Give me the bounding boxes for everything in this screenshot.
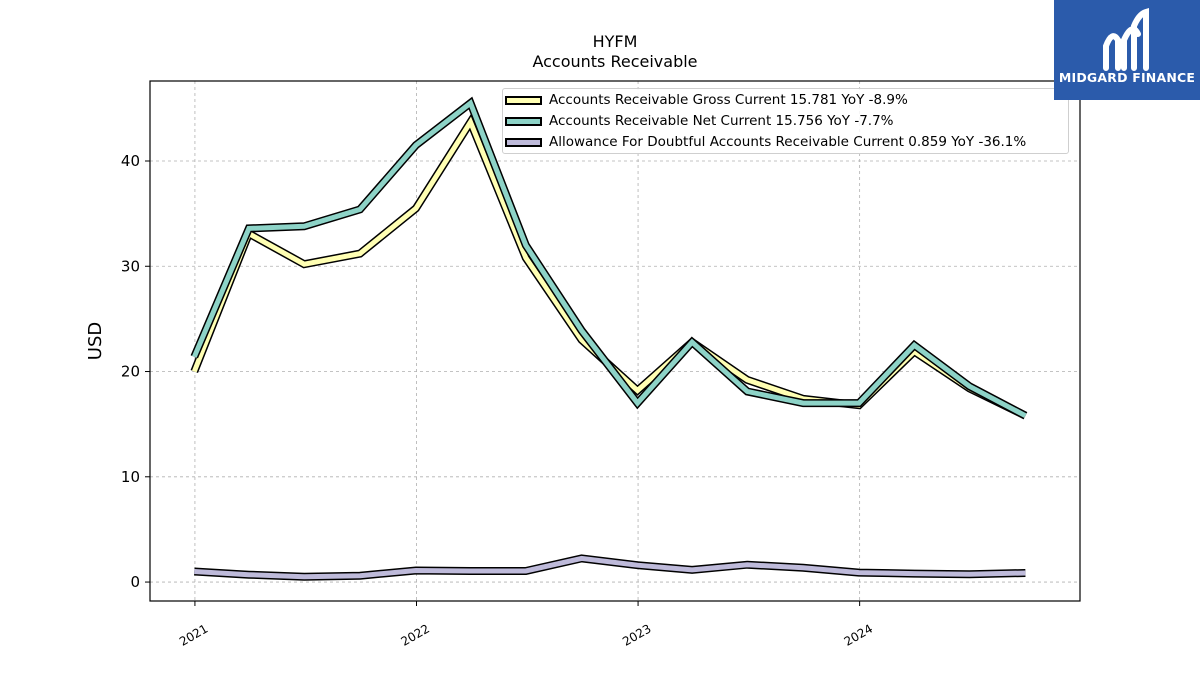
grid-lines (150, 81, 1080, 601)
plot-frame (149, 80, 1081, 602)
x-tick-label: 2021 (177, 621, 210, 648)
legend-swatch-gross (505, 96, 542, 105)
x-tick-label: 2022 (399, 621, 432, 648)
legend: Accounts Receivable Gross Current 15.781… (502, 88, 1069, 154)
y-tick-label: 20 (121, 363, 140, 381)
x-tick-label: 2024 (842, 621, 875, 648)
legend-swatch-allowance (505, 138, 542, 147)
series-line (191, 99, 1027, 418)
stylized-m-logo-icon (1103, 8, 1149, 71)
series-line (194, 555, 1026, 580)
legend-label-allowance: Allowance For Doubtful Accounts Receivab… (549, 134, 1027, 150)
legend-label-net: Accounts Receivable Net Current 15.756 Y… (549, 113, 894, 129)
legend-swatch-net (505, 117, 542, 126)
chart-title: HYFM (592, 32, 638, 51)
chart-subtitle: Accounts Receivable (532, 52, 698, 71)
y-tick-label: 40 (121, 152, 140, 170)
series-allowance-for-doubtful-accounts-receivable-current (194, 554, 1026, 581)
series-lines (190, 96, 1028, 581)
brand-logo: MIDGARD FINANCE (1054, 0, 1200, 100)
legend-label-gross: Accounts Receivable Gross Current 15.781… (549, 92, 908, 108)
y-tick-label: 10 (121, 468, 140, 486)
y-tick-label: 30 (121, 257, 140, 275)
x-tick-label: 2023 (620, 621, 653, 648)
y-tick-label: 0 (130, 573, 140, 591)
series-accounts-receivable-net-current (190, 96, 1028, 420)
logo-text: MIDGARD FINANCE (1058, 70, 1196, 85)
y-axis-label: USD (85, 322, 106, 360)
